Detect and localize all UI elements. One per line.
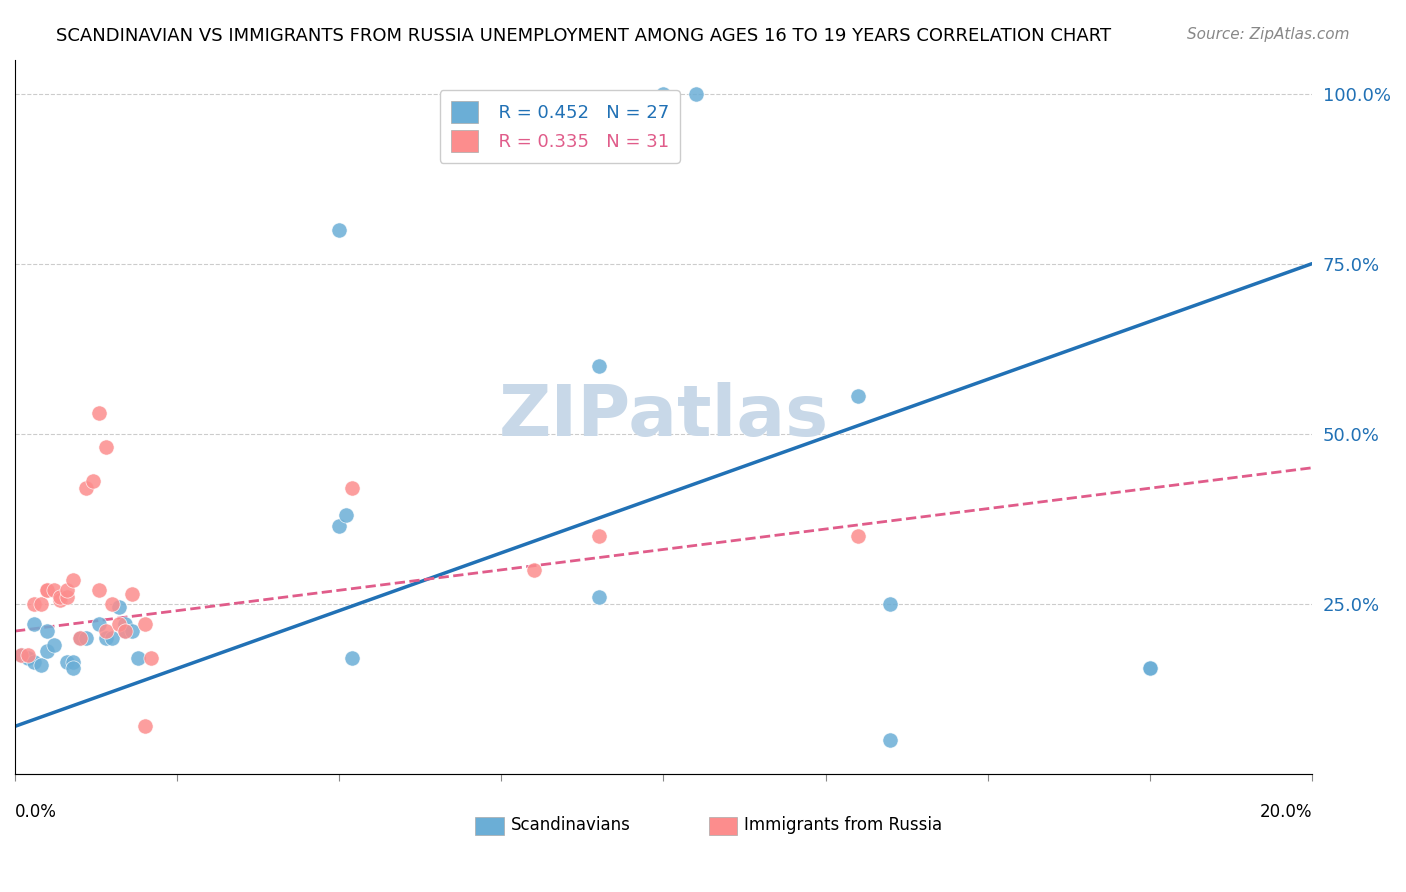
- Point: [42, 638, 65, 652]
- Point: [1139, 661, 1161, 675]
- Point: [340, 651, 363, 665]
- Point: [37, 583, 59, 598]
- Point: [69, 631, 91, 645]
- Point: [335, 508, 357, 523]
- Point: [30, 658, 52, 673]
- Point: [10, 648, 32, 662]
- Point: [49, 593, 72, 607]
- Point: [10, 648, 32, 662]
- Point: [114, 624, 136, 638]
- Point: [652, 87, 675, 101]
- FancyBboxPatch shape: [709, 817, 737, 835]
- Point: [127, 651, 149, 665]
- Point: [30, 597, 52, 611]
- Point: [37, 644, 59, 658]
- Point: [101, 631, 124, 645]
- Point: [24, 597, 46, 611]
- Point: [114, 624, 136, 638]
- Point: [107, 600, 129, 615]
- Point: [24, 617, 46, 632]
- Text: 0.0%: 0.0%: [15, 803, 56, 821]
- Point: [114, 617, 136, 632]
- Point: [121, 587, 143, 601]
- Point: [588, 529, 610, 543]
- Point: [328, 518, 350, 533]
- Point: [879, 597, 901, 611]
- Point: [94, 631, 117, 645]
- Point: [879, 733, 901, 747]
- Text: Immigrants from Russia: Immigrants from Russia: [744, 816, 942, 834]
- Text: 20.0%: 20.0%: [1260, 803, 1312, 821]
- Point: [588, 590, 610, 604]
- Text: SCANDINAVIAN VS IMMIGRANTS FROM RUSSIA UNEMPLOYMENT AMONG AGES 16 TO 19 YEARS CO: SCANDINAVIAN VS IMMIGRANTS FROM RUSSIA U…: [56, 27, 1111, 45]
- Point: [94, 624, 117, 638]
- Point: [56, 583, 79, 598]
- Point: [141, 651, 163, 665]
- Point: [24, 655, 46, 669]
- Point: [134, 719, 156, 733]
- Point: [49, 590, 72, 604]
- Point: [62, 655, 84, 669]
- Point: [846, 529, 869, 543]
- Point: [17, 651, 39, 665]
- Point: [75, 481, 97, 495]
- Point: [121, 624, 143, 638]
- Point: [89, 583, 111, 598]
- FancyBboxPatch shape: [475, 817, 503, 835]
- Point: [62, 661, 84, 675]
- Point: [846, 389, 869, 403]
- Point: [56, 590, 79, 604]
- Point: [89, 617, 111, 632]
- Point: [56, 655, 79, 669]
- Point: [37, 624, 59, 638]
- Point: [328, 222, 350, 236]
- Text: Source: ZipAtlas.com: Source: ZipAtlas.com: [1187, 27, 1350, 42]
- Point: [17, 648, 39, 662]
- Text: ZIPatlas: ZIPatlas: [498, 383, 828, 451]
- Point: [134, 617, 156, 632]
- Point: [82, 475, 104, 489]
- Point: [69, 631, 91, 645]
- Point: [340, 481, 363, 495]
- Point: [107, 617, 129, 632]
- Point: [89, 406, 111, 420]
- Text: Scandinavians: Scandinavians: [510, 816, 630, 834]
- Point: [94, 441, 117, 455]
- Legend:   R = 0.452   N = 27,   R = 0.335   N = 31: R = 0.452 N = 27, R = 0.335 N = 31: [440, 90, 679, 163]
- Point: [588, 359, 610, 373]
- Point: [1139, 661, 1161, 675]
- Point: [62, 573, 84, 587]
- Point: [101, 597, 124, 611]
- Point: [42, 583, 65, 598]
- Point: [75, 631, 97, 645]
- Point: [523, 563, 546, 577]
- Point: [37, 583, 59, 598]
- Point: [685, 87, 707, 101]
